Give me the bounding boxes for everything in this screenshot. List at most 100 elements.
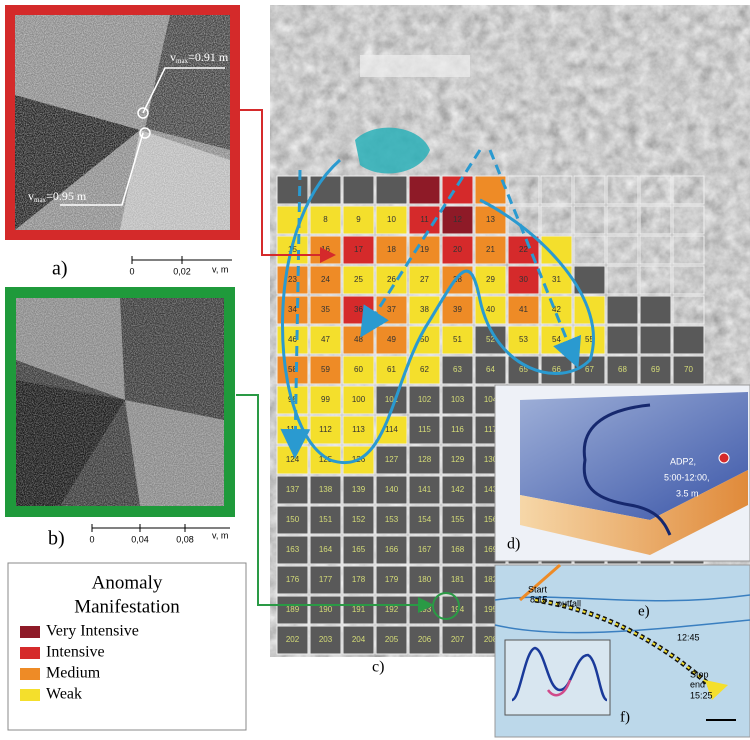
panel-a: vmax=0.91 m vmax=0.95 m a) 0 0,02 v, m: [5, 5, 240, 280]
cell-label: 115: [418, 425, 431, 434]
annotation: Stop: [690, 669, 709, 679]
annotation: end: [690, 679, 705, 689]
annotation: 15:25: [690, 690, 713, 700]
cell-label: 31: [552, 275, 561, 284]
annotation: 5:00-12:00,: [664, 472, 710, 482]
cell-label: 18: [387, 245, 396, 254]
cell-label: 203: [319, 635, 333, 644]
legend-swatch: [20, 668, 40, 680]
cell-label: 48: [354, 335, 363, 344]
cell-label: 8: [323, 215, 328, 224]
cell-label: 59: [321, 365, 330, 374]
cell-label: 124: [286, 455, 300, 464]
cell-label: 47: [321, 335, 330, 344]
legend-label: Weak: [46, 686, 82, 703]
legend-swatch: [20, 647, 40, 659]
cell-label: 114: [385, 425, 398, 434]
cell-label: 190: [319, 605, 333, 614]
adp-marker: [719, 453, 729, 463]
cell-label: 25: [354, 275, 363, 284]
cell-label: 112: [319, 425, 332, 434]
cell-label: 68: [618, 365, 627, 374]
cell-label: 191: [352, 605, 366, 614]
cell-label: 142: [451, 485, 465, 494]
scale-label: 0: [129, 266, 134, 276]
cell-label: 69: [651, 365, 660, 374]
panel-d: ADP2, 5:00-12:00, 3.5 m d): [495, 385, 750, 561]
cell-label: 22: [519, 245, 528, 254]
panel-label: c): [372, 659, 384, 676]
cell-label: 163: [286, 545, 300, 554]
cell-label: 9: [356, 215, 361, 224]
cell-label: 202: [286, 635, 300, 644]
cell-label: 153: [385, 515, 399, 524]
cell-label: 23: [288, 275, 297, 284]
scale-label: 0,02: [173, 266, 191, 276]
page: vmax=0.91 m vmax=0.95 m a) 0 0,02 v, m b…: [0, 0, 750, 740]
legend-label: Very Intensive: [46, 623, 139, 640]
cell-label: 36: [354, 305, 363, 314]
cell-label: 178: [352, 575, 366, 584]
cell-label: 54: [552, 335, 561, 344]
cell-label: 40: [486, 305, 495, 314]
cell-label: 100: [352, 395, 366, 404]
cell-label: 168: [451, 545, 465, 554]
cell-label: 166: [385, 545, 399, 554]
cell-label: 150: [286, 515, 300, 524]
cell-label: 38: [420, 305, 429, 314]
cell-label: 37: [387, 305, 396, 314]
scale-label: 0,08: [176, 534, 194, 544]
building: [360, 55, 470, 77]
panel-label: f): [620, 709, 630, 725]
legend: Anomaly Manifestation Very IntensiveInte…: [8, 563, 246, 730]
cell-label: 103: [451, 395, 465, 404]
cell-label: 140: [385, 485, 399, 494]
cell-label: 128: [418, 455, 432, 464]
cell-label: 189: [286, 605, 300, 614]
cell-label: 64: [486, 365, 495, 374]
grid-cell: [640, 296, 671, 324]
scale-unit: v, m: [212, 530, 228, 540]
cell-label: 41: [519, 305, 528, 314]
cell-label: 26: [387, 275, 396, 284]
panel-b: b) 0 0,04 0,08 v, m: [5, 287, 235, 550]
cell-label: 19: [420, 245, 429, 254]
cell-label: 164: [319, 545, 333, 554]
cell-label: 180: [418, 575, 432, 584]
cell-label: 206: [418, 635, 432, 644]
grid-cell: [409, 176, 440, 204]
cell-label: 102: [418, 395, 432, 404]
cell-label: 70: [684, 365, 693, 374]
legend-label: Intensive: [46, 644, 105, 661]
cell-label: 205: [385, 635, 399, 644]
text: max: [34, 196, 47, 204]
cell-label: 111: [286, 425, 299, 434]
annotation: 12:45: [677, 632, 700, 642]
cell-label: 67: [585, 365, 594, 374]
grid-cell: [343, 176, 374, 204]
cell-label: 167: [418, 545, 432, 554]
cell-label: 63: [453, 365, 462, 374]
cell-label: 21: [486, 245, 495, 254]
cell-label: 49: [387, 335, 396, 344]
noise: [16, 298, 224, 506]
cell-label: 17: [354, 245, 363, 254]
cell-label: 35: [321, 305, 330, 314]
cell-label: 39: [453, 305, 462, 314]
cell-label: 193: [418, 605, 432, 614]
panel-label: e): [638, 603, 650, 619]
cell-label: 139: [352, 485, 366, 494]
cell-label: 204: [352, 635, 366, 644]
cell-label: 127: [385, 455, 399, 464]
text: =0.95 m: [46, 189, 87, 203]
annotation: ADP2,: [670, 456, 696, 466]
scale-unit: v, m: [212, 264, 228, 274]
annotation: 8:15: [530, 594, 548, 604]
figure: vmax=0.91 m vmax=0.95 m a) 0 0,02 v, m b…: [0, 0, 750, 740]
grid-cell: [607, 296, 638, 324]
legend-title: Manifestation: [74, 596, 180, 617]
cell-label: 116: [451, 425, 464, 434]
panel-label: d): [507, 536, 520, 553]
annotation: outfall: [557, 598, 581, 608]
grid-cell: [607, 326, 638, 354]
